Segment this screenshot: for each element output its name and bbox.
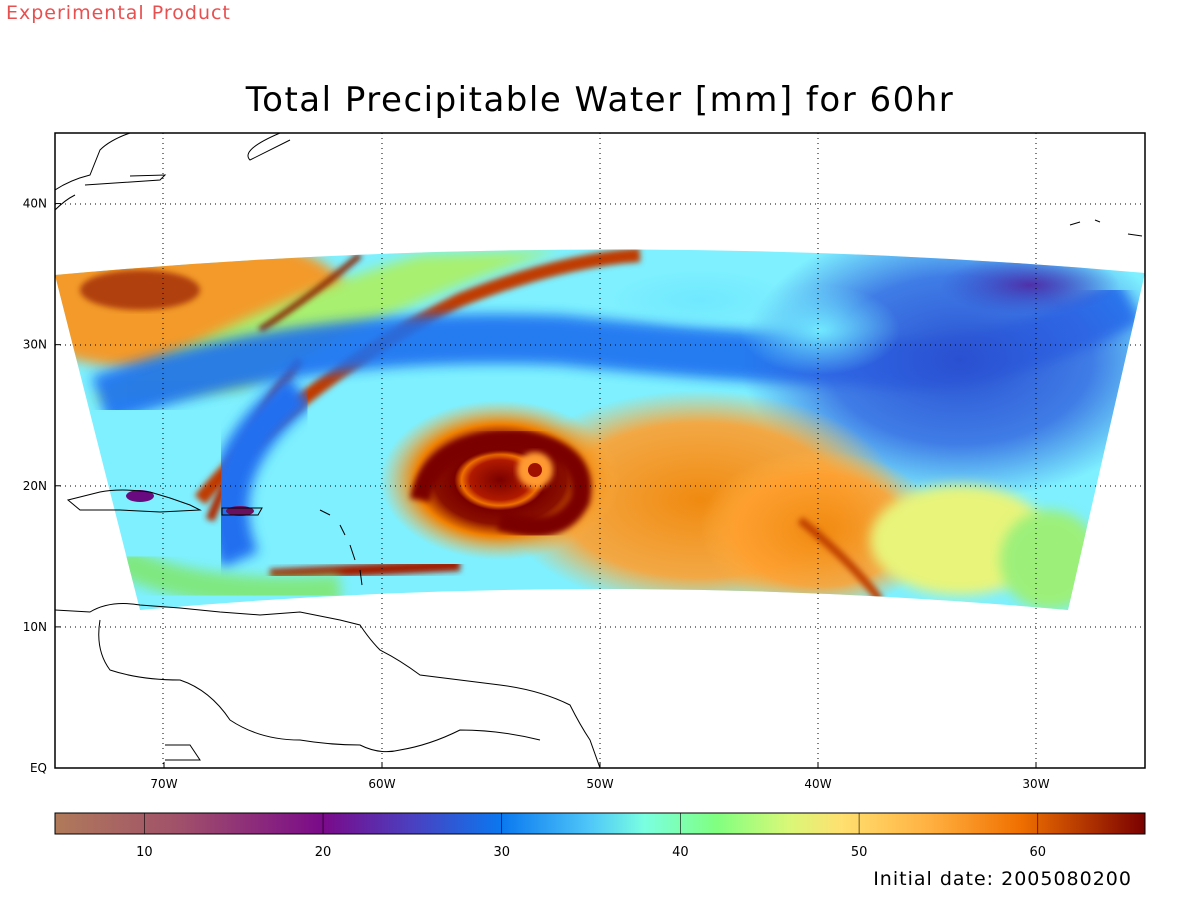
tpw-field xyxy=(55,249,1145,610)
lat-tick-label: 10N xyxy=(23,620,47,634)
colorbar xyxy=(54,812,1146,835)
initial-date: Initial date: 2005080200 xyxy=(873,868,1132,890)
lat-tick-label: 40N xyxy=(23,197,47,211)
colorbar-tick-label: 30 xyxy=(493,845,510,860)
lon-tick-label: 30W xyxy=(1022,777,1049,791)
colorbar-ticks: 10 20 30 40 50 60 xyxy=(136,813,1046,860)
lon-tick-label: 50W xyxy=(586,777,613,791)
colorbar-tick-label: 10 xyxy=(136,845,153,860)
lon-tick-label: 70W xyxy=(150,777,177,791)
graticule xyxy=(55,133,1145,768)
colorbar-tick-label: 50 xyxy=(851,845,868,860)
colorbar-tick-label: 40 xyxy=(672,845,689,860)
latitude-axis: 40N 30N 20N 10N EQ xyxy=(23,197,61,775)
lon-tick-label: 60W xyxy=(368,777,395,791)
lon-tick-label: 40W xyxy=(804,777,831,791)
longitude-axis: 70W 60W 50W 40W 30W xyxy=(150,762,1050,791)
map-title: Total Precipitable Water [mm] for 60hr xyxy=(245,80,955,120)
coastlines xyxy=(55,133,1143,768)
lat-tick-label: 20N xyxy=(23,479,47,493)
colorbar-tick-label: 20 xyxy=(315,845,332,860)
experimental-product-banner: Experimental Product xyxy=(6,2,231,24)
lat-tick-label: 30N xyxy=(23,338,47,352)
colorbar-tick-label: 60 xyxy=(1030,845,1047,860)
lat-tick-label: EQ xyxy=(30,761,47,775)
